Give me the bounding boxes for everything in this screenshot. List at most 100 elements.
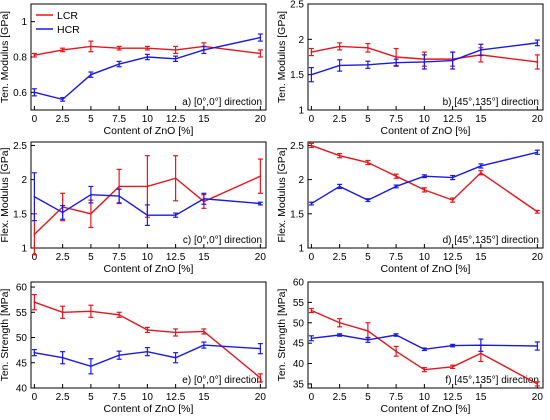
- y-axis-label: Flex. Modulus [GPa]: [0, 147, 11, 242]
- series-line-hcr: [34, 36, 261, 101]
- y-tick-label: 1: [21, 244, 27, 255]
- x-tick-label: 15: [475, 114, 487, 125]
- data-point: [259, 52, 262, 55]
- x-tick-label: 7.5: [389, 252, 403, 263]
- series-line-lcr: [33, 175, 261, 235]
- x-tick-label: 20: [532, 252, 544, 263]
- series-hcr: [31, 33, 263, 102]
- series-hcr: [308, 39, 540, 83]
- y-tick-label: 1: [21, 17, 27, 28]
- y-tick-label: 2: [21, 175, 27, 186]
- x-tick-label: 15: [198, 252, 210, 263]
- series-lcr: [308, 307, 540, 387]
- x-tick-label: 2.5: [333, 392, 347, 403]
- data-point: [366, 338, 369, 341]
- x-tick-label: 12.5: [443, 392, 463, 403]
- x-tick-label: 2.5: [56, 392, 70, 403]
- data-point: [310, 337, 313, 340]
- y-tick-label: 0.8: [13, 53, 27, 64]
- panel-annotation: e) [0°,0°] direction: [182, 375, 262, 386]
- data-point: [366, 46, 369, 49]
- x-tick-label: 10: [142, 252, 154, 263]
- data-point: [536, 61, 539, 63]
- x-tick-label: 10: [142, 114, 154, 125]
- x-tick-label: 20: [255, 252, 267, 263]
- x-tick-label: 7.5: [389, 392, 403, 403]
- x-tick-label: 2.5: [333, 252, 347, 263]
- data-point: [395, 334, 398, 336]
- x-tick-label: 12.5: [166, 114, 186, 125]
- chart-panel-4: 0 2.5 5 7.5 10 12.5 15 20 40 45 50 55 60 Content of Z…: [0, 281, 267, 415]
- data-point: [479, 352, 482, 355]
- data-point: [366, 161, 369, 164]
- data-point: [259, 347, 262, 350]
- data-point: [451, 344, 454, 347]
- data-point: [89, 212, 92, 215]
- x-tick-label: 12.5: [443, 114, 463, 125]
- data-point: [338, 334, 341, 336]
- plot-frame: [30, 141, 267, 249]
- data-point: [174, 49, 177, 51]
- data-point: [61, 311, 64, 314]
- data-point: [61, 98, 64, 101]
- plot-frame: [30, 281, 267, 389]
- data-point: [536, 151, 539, 154]
- data-point: [174, 214, 177, 217]
- chart-panel-0: 0 2.5 5 7.5 10 12.5 15 20 0.6 0.8 1 Content of ZnO …: [0, 3, 267, 137]
- data-point: [395, 61, 398, 64]
- data-point: [310, 144, 313, 147]
- data-point: [146, 214, 149, 217]
- series-hcr: [31, 341, 263, 375]
- y-tick-label: 0.6: [13, 88, 27, 99]
- series-line-lcr: [34, 45, 261, 56]
- data-point: [118, 47, 121, 50]
- y-tick-label: 2.5: [13, 141, 27, 152]
- plot-frame: [307, 141, 544, 249]
- series-line-hcr: [311, 151, 538, 205]
- y-tick-label: 1.5: [290, 70, 304, 81]
- x-tick-label: 15: [198, 392, 210, 403]
- series-line-hcr: [311, 42, 538, 76]
- x-tick-label: 0: [309, 114, 315, 125]
- data-point: [338, 154, 341, 157]
- x-axis-label: Content of ZnO [%]: [381, 125, 471, 137]
- data-point: [89, 310, 92, 313]
- data-point: [146, 56, 149, 58]
- panel-annotation: c) [0°,0°] direction: [183, 235, 262, 246]
- data-point: [479, 344, 482, 347]
- data-point: [146, 185, 149, 188]
- y-tick-label: 1: [298, 106, 304, 117]
- x-tick-label: 10: [142, 392, 154, 403]
- y-tick-label: 45: [293, 339, 305, 350]
- x-tick-label: 7.5: [112, 114, 126, 125]
- x-axis-label: Content of ZnO [%]: [104, 125, 194, 137]
- series-line-lcr: [311, 144, 538, 213]
- series-lcr: [31, 40, 263, 58]
- y-tick-label: 60: [16, 283, 28, 294]
- data-point: [536, 210, 539, 213]
- x-tick-label: 12.5: [166, 392, 186, 403]
- legend: LCR HCR: [36, 10, 80, 36]
- chart-panel-5: 0 2.5 5 7.5 10 12.5 15 20 35 40 45 50 55 60 Content of…: [276, 278, 544, 415]
- series-lcr: [308, 142, 540, 214]
- x-tick-label: 0: [32, 392, 38, 403]
- panel-annotation: a) [0°,0°] direction: [182, 97, 262, 108]
- data-point: [451, 176, 454, 179]
- chart-panel-3: 0 2.5 5 7.5 10 12.5 15 20 1 1.5 2 2.5 Content of ZnO…: [276, 141, 544, 275]
- plot-frame: [307, 3, 544, 111]
- y-tick-label: 40: [293, 359, 305, 370]
- x-tick-label: 10: [419, 392, 431, 403]
- data-point: [202, 344, 205, 346]
- data-point: [536, 345, 539, 347]
- data-point: [395, 56, 398, 58]
- data-point: [259, 202, 262, 205]
- data-point: [479, 165, 482, 167]
- x-tick-label: 15: [475, 252, 487, 263]
- y-tick-label: 50: [16, 333, 28, 344]
- data-point: [338, 64, 341, 67]
- data-point: [33, 54, 36, 57]
- panel-annotation: f) [45°,135°] direction: [445, 375, 539, 386]
- y-tick-label: 2: [298, 35, 304, 46]
- data-point: [174, 356, 177, 359]
- y-tick-label: 2.5: [290, 0, 304, 11]
